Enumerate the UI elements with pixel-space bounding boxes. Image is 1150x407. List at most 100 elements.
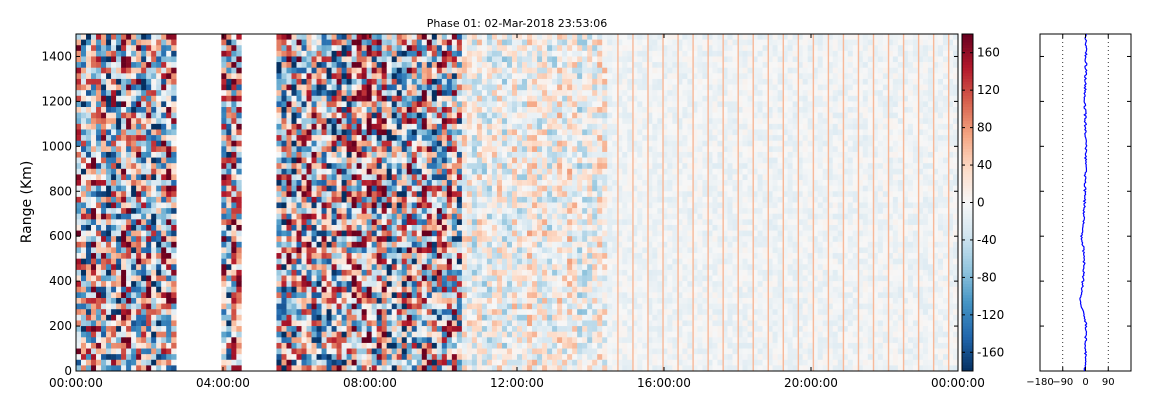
- heatmap-cell: [436, 90, 443, 97]
- heatmap-cell: [522, 309, 528, 316]
- heatmap-cell: [311, 34, 317, 40]
- heatmap-cell: [506, 253, 513, 259]
- heatmap-cell: [496, 39, 503, 46]
- heatmap-cell: [496, 185, 503, 192]
- heatmap-cell: [396, 219, 403, 226]
- heatmap-cell: [106, 84, 112, 91]
- heatmap-cell: [171, 95, 177, 102]
- heatmap-cell: [296, 95, 302, 102]
- heatmap-cell: [136, 247, 142, 254]
- heatmap-cell: [537, 224, 543, 231]
- heatmap-cell: [306, 62, 312, 68]
- heatmap-cell: [501, 337, 508, 344]
- heatmap-cell: [426, 258, 433, 265]
- heatmap-cell: [226, 45, 232, 52]
- heatmap-cell: [301, 95, 307, 102]
- heatmap-cell: [491, 213, 498, 220]
- heatmap-cell: [76, 196, 82, 203]
- heatmap-cell: [511, 342, 518, 349]
- heatmap-cell: [496, 297, 503, 304]
- heatmap-cell: [336, 101, 342, 108]
- heatmap-cell: [416, 253, 423, 259]
- heatmap-cell: [341, 208, 347, 215]
- heatmap-cell: [86, 73, 92, 80]
- heatmap-cells: [76, 34, 959, 372]
- heatmap-cell: [306, 185, 312, 192]
- heatmap-cell: [136, 208, 142, 215]
- heatmap-cell: [231, 95, 237, 102]
- heatmap-cell: [501, 163, 508, 170]
- heatmap-cell: [496, 118, 503, 125]
- heatmap-cell: [527, 140, 533, 147]
- heatmap-cell: [301, 281, 307, 288]
- heatmap-cell: [416, 247, 423, 254]
- heatmap-cell: [506, 292, 513, 299]
- heatmap-cell: [491, 297, 498, 304]
- heatmap-cell: [431, 135, 438, 142]
- heatmap-cell: [336, 359, 342, 366]
- heatmap-cell: [101, 281, 107, 288]
- heatmap-cell: [506, 281, 513, 288]
- heatmap-cell: [552, 180, 558, 186]
- heatmap-cell: [236, 365, 242, 372]
- heatmap-cell: [456, 95, 463, 102]
- heatmap-cell: [86, 230, 92, 237]
- heatmap-cell: [161, 331, 167, 338]
- heatmap-cell: [411, 253, 418, 259]
- heatmap-cell: [321, 326, 327, 332]
- heatmap-cell: [236, 174, 242, 181]
- heatmap-cell: [517, 50, 523, 57]
- heatmap-cell: [101, 253, 107, 259]
- heatmap-cell: [91, 359, 97, 366]
- heatmap-cell: [366, 50, 372, 57]
- heatmap-cell: [446, 78, 453, 85]
- heatmap-cell: [141, 78, 147, 85]
- heatmap-cell: [346, 219, 352, 226]
- heatmap-cell: [471, 151, 478, 158]
- heatmap-cell: [391, 247, 398, 254]
- heatmap-cell: [391, 129, 398, 136]
- heatmap-cell: [336, 67, 342, 74]
- heatmap-cell: [421, 230, 428, 237]
- heatmap-cell: [542, 213, 548, 220]
- heatmap-cell: [306, 78, 312, 85]
- heatmap-cell: [326, 95, 332, 102]
- heatmap-cell: [281, 241, 287, 248]
- heatmap-cell: [547, 303, 553, 310]
- heatmap-cell: [356, 264, 362, 271]
- heatmap-cell: [451, 174, 458, 181]
- heatmap-cell: [326, 342, 332, 349]
- heatmap-cell: [421, 95, 428, 102]
- heatmap-cell: [131, 140, 137, 147]
- heatmap-cell: [522, 286, 528, 293]
- heatmap-cell: [101, 337, 107, 344]
- heatmap-cell: [121, 73, 127, 80]
- heatmap-cell: [401, 191, 408, 198]
- heatmap-cell: [76, 112, 82, 119]
- heatmap-cell: [486, 337, 493, 344]
- heatmap-cell: [91, 286, 97, 293]
- heatmap-cell: [106, 168, 112, 175]
- heatmap-cell: [126, 297, 132, 304]
- heatmap-cell: [316, 135, 322, 142]
- heatmap-cell: [562, 140, 568, 147]
- heatmap-cell: [426, 107, 433, 113]
- heatmap-cell: [406, 168, 413, 175]
- heatmap-cell: [406, 354, 413, 361]
- heatmap-cell: [501, 135, 508, 142]
- heatmap-cell: [461, 292, 468, 299]
- heatmap-cell: [276, 303, 282, 310]
- heatmap-cell: [446, 118, 453, 125]
- heatmap-cell: [431, 185, 438, 192]
- heatmap-cell: [401, 264, 408, 271]
- heatmap-cell: [381, 253, 387, 259]
- heatmap-cell: [91, 253, 97, 259]
- heatmap-cell: [527, 359, 533, 366]
- heatmap-cell: [166, 146, 172, 153]
- heatmap-cell: [446, 112, 453, 119]
- heatmap-cell: [406, 342, 413, 349]
- heatmap-cell: [356, 135, 362, 142]
- heatmap-cell: [537, 281, 543, 288]
- heatmap-cell: [436, 50, 443, 57]
- heatmap-cell: [331, 140, 337, 147]
